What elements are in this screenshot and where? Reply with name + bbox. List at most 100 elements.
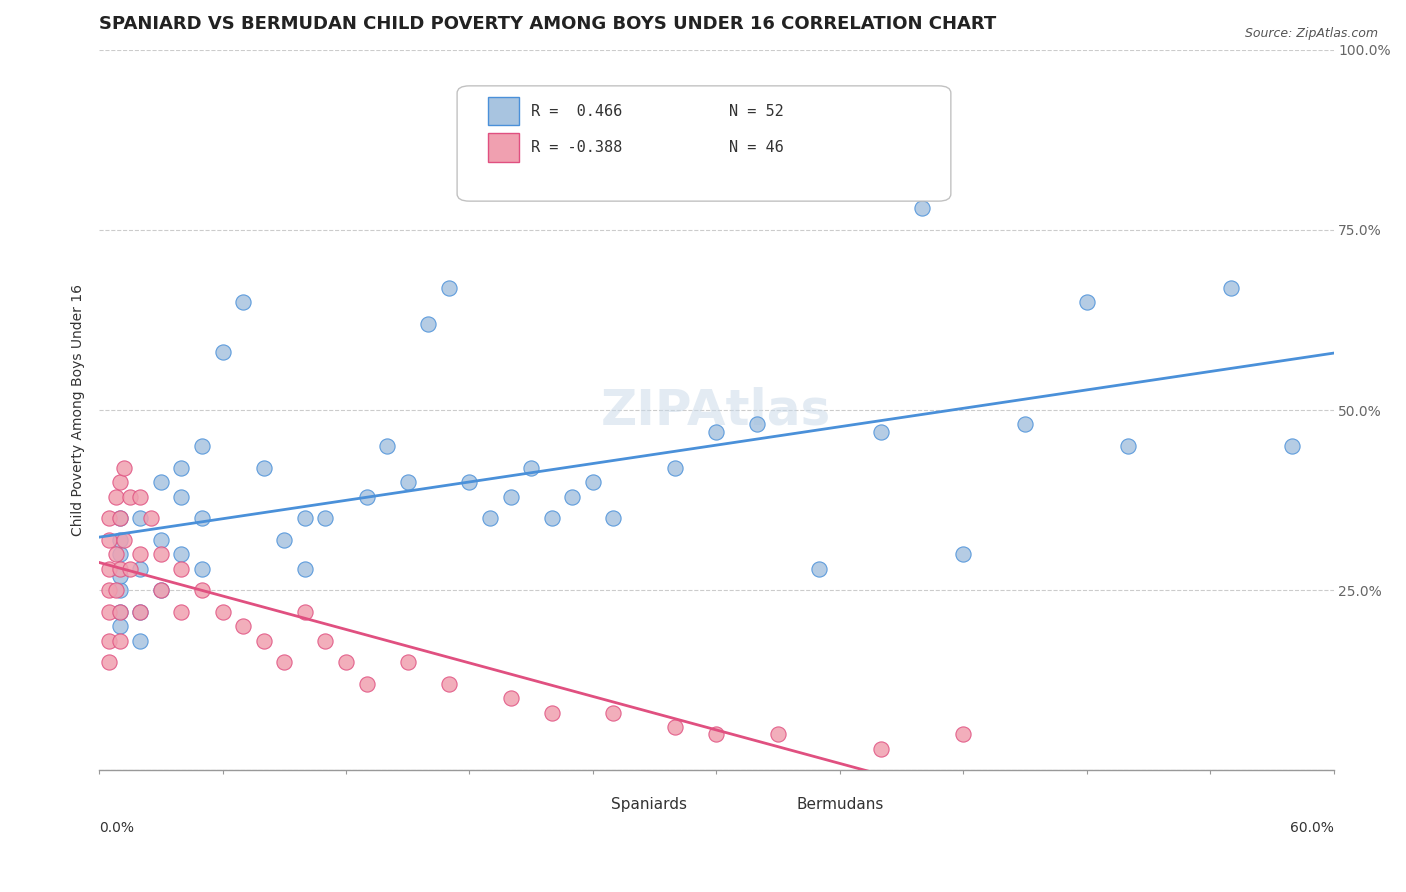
Point (704, 727, 727, 741)
Point (191, 439, 214, 453)
Point (112, 460, 135, 475)
Point (170, 547, 193, 561)
Point (664, 460, 686, 475)
Point (418, 317, 440, 331)
Point (1116, 439, 1139, 453)
Point (911, 202, 934, 216)
Point (602, 511, 624, 525)
Text: 0.0%: 0.0% (100, 821, 134, 835)
Point (294, 511, 316, 525)
FancyBboxPatch shape (488, 96, 519, 126)
Point (129, 547, 152, 561)
Point (129, 561, 152, 575)
Point (664, 720, 686, 734)
Point (149, 475, 172, 490)
Point (396, 655, 419, 669)
Point (253, 460, 276, 475)
Text: N = 52: N = 52 (728, 103, 783, 119)
Point (356, 677, 378, 691)
Point (870, 425, 893, 439)
Point (139, 511, 162, 525)
Point (149, 533, 172, 547)
Point (479, 511, 502, 525)
Point (98, 533, 121, 547)
Point (499, 490, 522, 504)
Point (98, 583, 121, 598)
Point (1281, 439, 1303, 453)
Point (112, 533, 135, 547)
Text: SPANIARD VS BERMUDAN CHILD POVERTY AMONG BOYS UNDER 16 CORRELATION CHART: SPANIARD VS BERMUDAN CHILD POVERTY AMONG… (100, 15, 997, 33)
Point (149, 583, 172, 598)
Point (437, 280, 460, 294)
Point (335, 655, 357, 669)
Point (98, 655, 121, 669)
Point (704, 425, 727, 439)
Text: ZIPAtlas: ZIPAtlas (602, 386, 831, 434)
Point (108, 561, 131, 575)
Point (129, 490, 152, 504)
Point (458, 475, 481, 490)
Point (952, 547, 974, 561)
Point (98, 511, 121, 525)
Point (108, 583, 131, 598)
Point (170, 460, 193, 475)
Point (375, 439, 398, 453)
FancyBboxPatch shape (568, 792, 599, 817)
Point (170, 561, 193, 575)
Point (561, 490, 583, 504)
Point (108, 619, 131, 633)
Point (314, 511, 336, 525)
Point (540, 511, 562, 525)
Point (108, 533, 131, 547)
Text: 60.0%: 60.0% (1289, 821, 1333, 835)
Point (294, 605, 316, 619)
Point (129, 511, 152, 525)
Point (747, 417, 769, 432)
Point (104, 490, 127, 504)
Y-axis label: Child Poverty Among Boys Under 16: Child Poverty Among Boys Under 16 (72, 284, 86, 536)
Text: R =  0.466: R = 0.466 (531, 103, 623, 119)
Point (602, 706, 624, 720)
Point (582, 475, 605, 490)
FancyBboxPatch shape (457, 86, 950, 201)
Text: Source: ZipAtlas.com: Source: ZipAtlas.com (1244, 27, 1378, 40)
Point (108, 633, 131, 648)
Point (1219, 280, 1241, 294)
Point (98, 633, 121, 648)
Point (766, 727, 789, 741)
Point (211, 345, 233, 359)
Point (396, 475, 419, 490)
Text: Spaniards: Spaniards (612, 797, 688, 813)
Text: Bermudans: Bermudans (797, 797, 884, 813)
Point (232, 295, 254, 310)
Point (294, 561, 316, 575)
Text: R = -0.388: R = -0.388 (531, 140, 623, 154)
Point (98, 605, 121, 619)
Point (108, 511, 131, 525)
Point (191, 583, 214, 598)
Point (118, 490, 141, 504)
Point (273, 533, 295, 547)
Point (253, 633, 276, 648)
Point (191, 511, 214, 525)
Point (108, 547, 131, 561)
Point (118, 561, 141, 575)
Point (211, 605, 233, 619)
Point (540, 706, 562, 720)
Point (952, 727, 974, 741)
Point (104, 583, 127, 598)
Point (104, 547, 127, 561)
Point (191, 561, 214, 575)
Point (232, 619, 254, 633)
Point (520, 460, 543, 475)
Point (273, 655, 295, 669)
Point (149, 547, 172, 561)
Point (437, 677, 460, 691)
Point (314, 633, 336, 648)
Point (108, 569, 131, 583)
Point (108, 605, 131, 619)
Point (499, 691, 522, 706)
Point (129, 633, 152, 648)
Point (108, 605, 131, 619)
Text: N = 46: N = 46 (728, 140, 783, 154)
